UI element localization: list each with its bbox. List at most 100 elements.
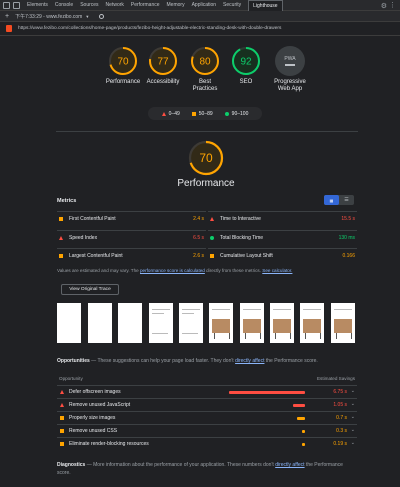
tab-network[interactable]: Network — [105, 2, 124, 8]
chevron-down-icon[interactable]: ⌄ — [350, 388, 355, 394]
gauge-label: Performance — [105, 79, 141, 85]
gauge-label: SEO — [239, 79, 253, 85]
clear-icon[interactable] — [99, 13, 105, 19]
gauge-best-practices[interactable]: 80 Best Practices — [175, 46, 235, 93]
report-selector[interactable]: 下午7:33:29 - www.fezibo.com — [15, 13, 83, 20]
metric-largest-contentful-paint[interactable]: Largest Contentful Paint 2.6 s — [57, 248, 206, 262]
metric-speed-index[interactable]: Speed Index 6.5 s — [57, 230, 206, 244]
opportunity-row[interactable]: Eliminate render-blocking resources 0.19… — [57, 437, 357, 449]
filmstrip-frame — [57, 303, 81, 343]
filmstrip-frame — [179, 303, 203, 343]
new-report-icon[interactable]: + — [5, 12, 10, 20]
diagnostics-heading: Diagnostics — More information about the… — [57, 462, 343, 476]
chevron-down-icon[interactable]: ⌄ — [350, 401, 355, 407]
performance-score: 70 — [199, 151, 213, 165]
savings-bar — [297, 417, 305, 420]
savings-bar — [301, 430, 305, 433]
square-icon — [59, 253, 63, 258]
tab-memory[interactable]: Memory — [166, 2, 185, 8]
score-calculated-link[interactable]: performance score is calculated — [139, 268, 205, 273]
tab-console[interactable]: Console — [54, 2, 74, 8]
gauge-score: 77 — [157, 57, 169, 68]
inspect-icon[interactable] — [3, 1, 10, 9]
metrics-view-toggle[interactable]: ▦ ☰ — [324, 195, 354, 205]
lighthouse-logo-icon — [6, 25, 12, 32]
chevron-down-icon[interactable]: ▼ — [85, 13, 90, 19]
filmstrip-frame — [240, 303, 264, 343]
triangle-icon — [210, 216, 214, 221]
metric-first-contentful-paint[interactable]: First Contentful Paint 2.4 s — [57, 211, 206, 225]
savings-bar — [229, 391, 305, 394]
performance-gauge: 70 — [188, 140, 224, 176]
opportunities-columns: Opportunity Estimated Savings — [59, 376, 355, 381]
report-url-bar: https://www.fezibo.com/collections/home-… — [0, 22, 400, 36]
gauge-label: Progressive Web App — [274, 79, 306, 92]
gauge-score: 70 — [117, 57, 129, 68]
see-calculator-link[interactable]: See calculator. — [262, 268, 293, 273]
metric-time-to-interactive[interactable]: Time to Interactive 15.5 s — [208, 211, 357, 225]
performance-title: Performance — [177, 178, 235, 189]
device-toggle-icon[interactable] — [13, 1, 20, 9]
triangle-icon — [161, 111, 166, 116]
opportunity-row[interactable]: Remove unused JavaScript 1.05 s ⌄ — [57, 398, 357, 410]
square-icon — [60, 416, 64, 420]
gauge-label: Best Practices — [192, 79, 218, 92]
lighthouse-toolbar: + 下午7:33:29 - www.fezibo.com ▼ — [0, 11, 400, 22]
tab-performance[interactable]: Performance — [130, 2, 160, 8]
square-icon — [210, 253, 214, 258]
list-view-icon[interactable]: ☰ — [344, 197, 349, 203]
circle-icon — [224, 111, 229, 116]
pwa-badge-text: PWA — [284, 56, 296, 63]
square-icon — [191, 111, 196, 116]
gear-icon[interactable]: ⚙ — [380, 3, 387, 10]
opportunity-row[interactable]: Defer offscreen images 6.75 s ⌄ — [57, 385, 357, 397]
gauge-seo[interactable]: 92 SEO — [216, 46, 276, 86]
gauge-performance[interactable]: 70 Performance — [93, 46, 153, 86]
tab-lighthouse[interactable]: Lighthouse — [248, 0, 283, 11]
legend-pass: 90–100 — [224, 111, 248, 117]
chevron-down-icon[interactable]: ⌄ — [350, 440, 355, 446]
legend-average: 50–89 — [191, 111, 213, 117]
opportunity-row[interactable]: Remove unused CSS 0.3 s ⌄ — [57, 424, 357, 436]
gauge-ring: 77 — [149, 47, 177, 75]
tab-application[interactable]: Application — [191, 2, 217, 8]
triangle-icon — [60, 390, 64, 394]
gauge-score: 80 — [199, 57, 211, 68]
tab-security[interactable]: Security — [223, 2, 242, 8]
gauge-score: 92 — [240, 57, 252, 68]
devtools-tabbar: Elements Console Sources Network Perform… — [0, 0, 400, 11]
chevron-down-icon[interactable]: ⌄ — [350, 427, 355, 433]
savings-bar — [293, 404, 305, 407]
square-icon — [60, 442, 64, 446]
metrics-note: Values are estimated and may vary. The p… — [57, 268, 293, 273]
tab-elements[interactable]: Elements — [27, 2, 48, 8]
opportunity-row[interactable]: Properly size images 0.7 s ⌄ — [57, 411, 357, 423]
gauge-pwa[interactable]: PWA Progressive Web App — [260, 46, 320, 93]
gauge-ring: 80 — [191, 47, 219, 75]
gauge-label: Accessibility — [146, 79, 180, 85]
opportunities-heading: Opportunities — These suggestions can he… — [57, 358, 318, 364]
triangle-icon — [60, 403, 64, 407]
gauge-accessibility[interactable]: 77 Accessibility — [133, 46, 193, 86]
filmstrip-frame — [149, 303, 173, 343]
filmstrip — [57, 303, 357, 343]
gauge-ring: 70 — [109, 47, 137, 75]
circle-icon — [210, 235, 214, 240]
view-original-trace-button[interactable]: View Original Trace — [61, 284, 119, 295]
score-legend: 0–49 50–89 90–100 — [148, 107, 262, 120]
divider — [56, 131, 358, 132]
diagnostics-directly-affect-link[interactable]: directly affect — [275, 462, 305, 468]
tab-sources[interactable]: Sources — [80, 2, 99, 8]
chevron-down-icon[interactable]: ⌄ — [350, 414, 355, 420]
filmstrip-frame — [209, 303, 233, 343]
gauge-ring: 92 — [232, 47, 260, 75]
filmstrip-frame — [300, 303, 324, 343]
metric-total-blocking-time[interactable]: Total Blocking Time 130 ms — [208, 230, 357, 244]
metric-cumulative-layout-shift[interactable]: Cumulative Layout Shift 0.166 — [208, 248, 357, 262]
audited-url[interactable]: https://www.fezibo.com/collections/home-… — [18, 26, 282, 31]
filmstrip-frame — [270, 303, 294, 343]
filmstrip-frame — [88, 303, 112, 343]
directly-affect-link[interactable]: directly affect — [235, 358, 265, 364]
grid-view-icon[interactable]: ▦ — [324, 195, 339, 205]
more-options-icon[interactable]: ⋮ — [389, 2, 396, 9]
